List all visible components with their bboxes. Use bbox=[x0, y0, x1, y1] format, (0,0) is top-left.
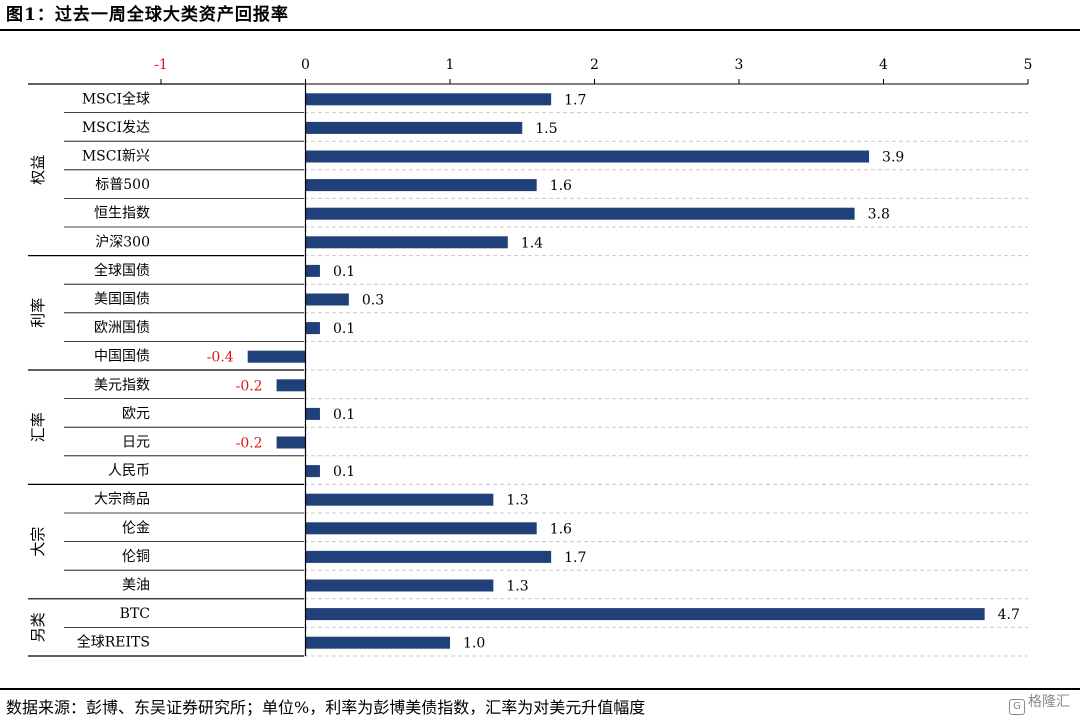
bar bbox=[305, 493, 494, 506]
data-label: 1.0 bbox=[463, 636, 485, 652]
data-label: 0.1 bbox=[333, 464, 355, 480]
data-label: -0.4 bbox=[207, 350, 234, 366]
title-rule bbox=[0, 29, 1080, 31]
bar-chart: -1 0 1 2 3 4 5 MSCI全球 1.7 MSCI发达 1.5 MSCI新兴 3.9 标普500… bbox=[28, 57, 1033, 657]
data-label: 3.8 bbox=[868, 207, 890, 223]
group-label: 另类 bbox=[29, 612, 47, 642]
bar bbox=[305, 236, 508, 249]
data-label: -0.2 bbox=[236, 378, 263, 394]
data-label: 1.3 bbox=[506, 493, 528, 509]
bar bbox=[247, 350, 306, 363]
figure-title: 图1：过去一周全球大类资产回报率 bbox=[6, 5, 289, 25]
watermark-logo-icon: G bbox=[1009, 699, 1025, 715]
data-label: 0.1 bbox=[333, 407, 355, 423]
data-label: 1.5 bbox=[535, 121, 557, 137]
data-label: 1.7 bbox=[564, 92, 586, 108]
category-label: 伦铜 bbox=[122, 549, 150, 565]
bar bbox=[305, 322, 320, 335]
category-label: 中国国债 bbox=[94, 349, 150, 365]
bar bbox=[276, 436, 306, 449]
data-label: -0.2 bbox=[236, 436, 263, 452]
bar bbox=[305, 636, 450, 649]
data-label: 1.6 bbox=[550, 521, 572, 537]
data-label: 1.3 bbox=[506, 579, 528, 595]
bar bbox=[305, 465, 320, 478]
bar bbox=[305, 121, 523, 134]
x-tick-label: 3 bbox=[735, 57, 744, 73]
x-tick-label: -1 bbox=[154, 57, 168, 73]
category-label: BTC bbox=[120, 606, 150, 622]
category-label: 欧元 bbox=[122, 406, 150, 422]
watermark-text: 格隆汇 bbox=[1028, 694, 1070, 710]
bar bbox=[305, 93, 552, 106]
category-label: 标普500 bbox=[95, 177, 150, 193]
bar bbox=[305, 293, 349, 306]
category-label: 恒生指数 bbox=[94, 206, 150, 222]
data-label: 1.6 bbox=[550, 178, 572, 194]
footer-rule bbox=[0, 688, 1080, 690]
category-label: 人民币 bbox=[108, 463, 150, 479]
data-label: 0.1 bbox=[333, 321, 355, 337]
group-label: 汇率 bbox=[29, 412, 47, 442]
bar bbox=[305, 550, 552, 563]
x-tick-label: 2 bbox=[590, 57, 599, 73]
bar bbox=[305, 207, 855, 220]
x-tick-label: 1 bbox=[446, 57, 455, 73]
category-label: 美油 bbox=[122, 578, 150, 594]
category-label: 全球REITS bbox=[77, 634, 150, 651]
data-label: 3.9 bbox=[882, 150, 904, 166]
category-label: 大宗商品 bbox=[94, 492, 150, 508]
bar bbox=[305, 579, 494, 592]
bar bbox=[305, 179, 537, 192]
group-label: 大宗 bbox=[29, 527, 47, 557]
group-label: 权益 bbox=[29, 155, 47, 185]
bar bbox=[276, 379, 306, 392]
data-label: 1.4 bbox=[521, 235, 543, 251]
category-label: 日元 bbox=[122, 435, 150, 451]
data-label: 0.3 bbox=[362, 293, 384, 309]
group-label: 利率 bbox=[29, 298, 47, 328]
category-label: 美国国债 bbox=[94, 292, 150, 308]
x-tick-label: 0 bbox=[301, 57, 310, 73]
bar bbox=[305, 522, 537, 535]
bar bbox=[305, 407, 320, 420]
category-label: 沪深300 bbox=[95, 234, 150, 250]
x-tick-label: 5 bbox=[1024, 57, 1033, 73]
x-tick-label: 4 bbox=[879, 57, 888, 73]
bar bbox=[305, 150, 870, 163]
data-label: 4.7 bbox=[998, 607, 1020, 623]
category-label: 美元指数 bbox=[94, 377, 150, 393]
category-label: MSCI全球 bbox=[82, 90, 150, 107]
category-label: 伦金 bbox=[122, 520, 150, 536]
bar bbox=[305, 264, 320, 277]
category-label: MSCI发达 bbox=[82, 120, 150, 136]
category-label: MSCI新兴 bbox=[82, 149, 150, 165]
category-label: 欧洲国债 bbox=[94, 320, 150, 336]
category-label: 全球国债 bbox=[94, 262, 150, 279]
bar bbox=[305, 608, 985, 621]
watermark: G 格隆汇 bbox=[1009, 691, 1070, 715]
data-label: 1.7 bbox=[564, 550, 586, 566]
data-label: 0.1 bbox=[333, 264, 355, 280]
source-note: 数据来源：彭博、东吴证券研究所；单位%，利率为彭博美债指数，汇率为对美元升值幅度 bbox=[6, 698, 646, 717]
